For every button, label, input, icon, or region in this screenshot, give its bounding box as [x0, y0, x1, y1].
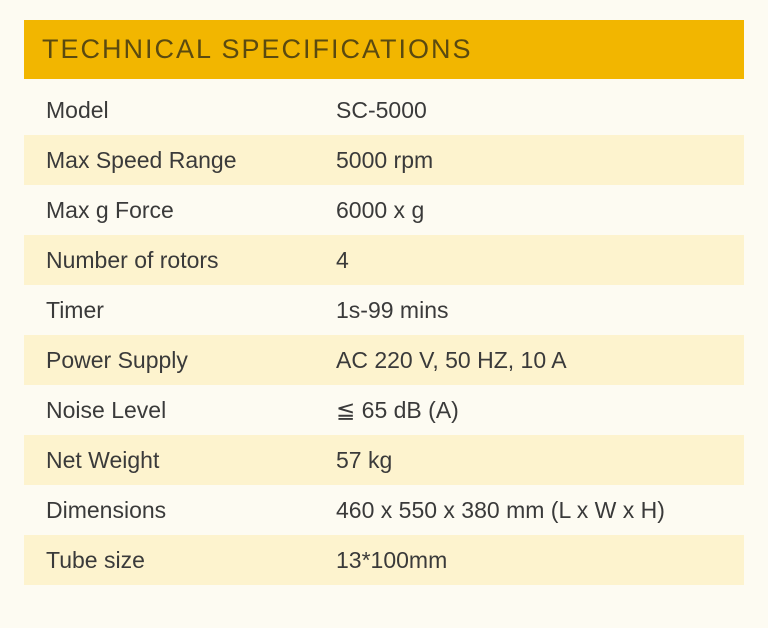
table-row: Model SC-5000 — [24, 85, 744, 135]
table-row: Noise Level ≦ 65 dB (A) — [24, 385, 744, 435]
spec-label: Dimensions — [24, 485, 336, 535]
spec-value: AC 220 V, 50 HZ, 10 A — [336, 335, 744, 385]
spec-value: 6000 x g — [336, 185, 744, 235]
spec-value: 13*100mm — [336, 535, 744, 585]
spec-label: Max g Force — [24, 185, 336, 235]
spec-label: Max Speed Range — [24, 135, 336, 185]
spec-value: 4 — [336, 235, 744, 285]
section-title: TECHNICAL SPECIFICATIONS — [24, 20, 744, 79]
spec-label: Power Supply — [24, 335, 336, 385]
spec-table: Model SC-5000 Max Speed Range 5000 rpm M… — [24, 85, 744, 585]
table-row: Power Supply AC 220 V, 50 HZ, 10 A — [24, 335, 744, 385]
spec-label: Tube size — [24, 535, 336, 585]
table-row: Max Speed Range 5000 rpm — [24, 135, 744, 185]
spec-value: 1s-99 mins — [336, 285, 744, 335]
table-row: Number of rotors 4 — [24, 235, 744, 285]
table-row: Dimensions 460 x 550 x 380 mm (L x W x H… — [24, 485, 744, 535]
table-row: Tube size 13*100mm — [24, 535, 744, 585]
spec-value: 460 x 550 x 380 mm (L x W x H) — [336, 485, 744, 535]
spec-label: Noise Level — [24, 385, 336, 435]
spec-label: Model — [24, 85, 336, 135]
spec-value: SC-5000 — [336, 85, 744, 135]
spec-label: Timer — [24, 285, 336, 335]
spec-sheet: TECHNICAL SPECIFICATIONS Model SC-5000 M… — [0, 0, 768, 609]
spec-value: 5000 rpm — [336, 135, 744, 185]
table-row: Net Weight 57 kg — [24, 435, 744, 485]
spec-value: 57 kg — [336, 435, 744, 485]
spec-label: Net Weight — [24, 435, 336, 485]
table-row: Max g Force 6000 x g — [24, 185, 744, 235]
table-row: Timer 1s-99 mins — [24, 285, 744, 335]
spec-label: Number of rotors — [24, 235, 336, 285]
spec-value: ≦ 65 dB (A) — [336, 385, 744, 435]
